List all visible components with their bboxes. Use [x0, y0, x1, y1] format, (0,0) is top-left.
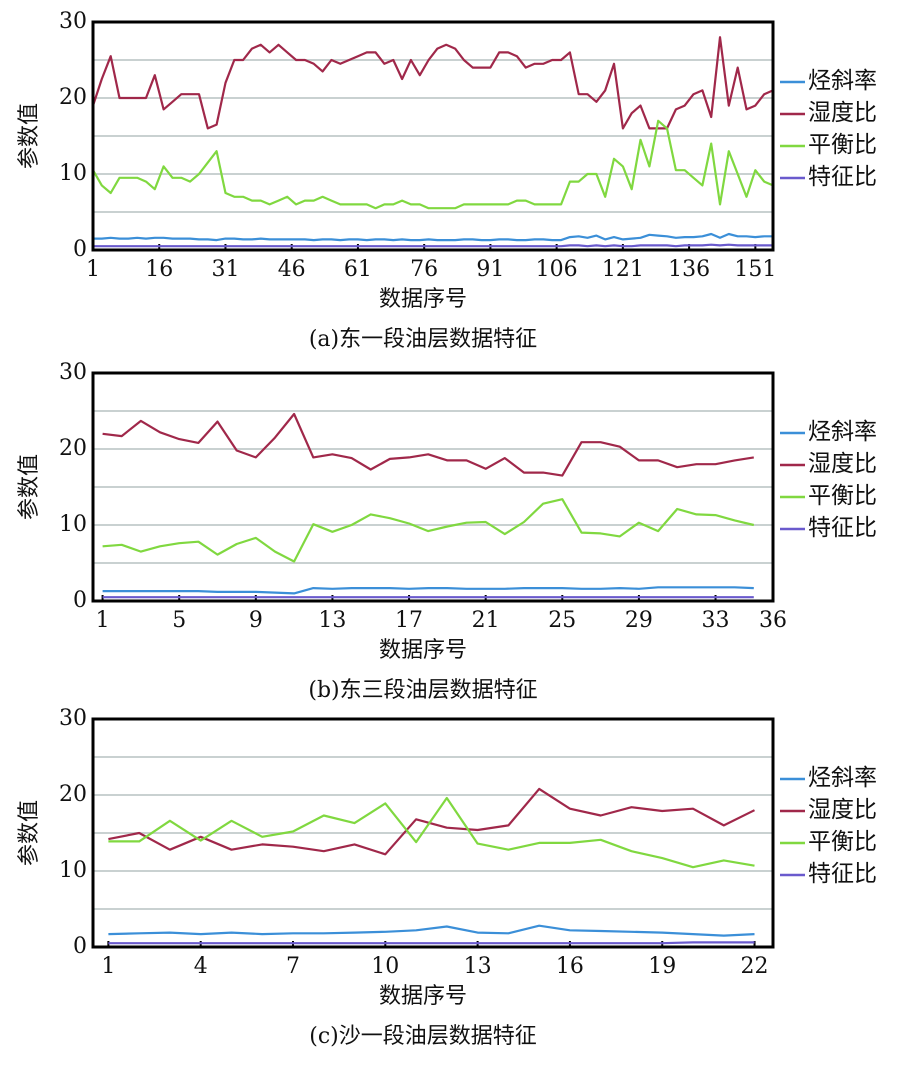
x-tick-label: 17	[395, 608, 423, 633]
series-line	[92, 119, 774, 210]
x-axis-label: 数据序号	[379, 638, 467, 663]
x-tick-label: 22	[741, 954, 769, 979]
x-tick-label: 10	[371, 954, 399, 979]
y-tick-label: 30	[59, 360, 87, 385]
x-tick-label: 21	[472, 608, 500, 633]
y-tick-label: 20	[59, 436, 87, 461]
legend-label: 平衡比	[808, 829, 877, 855]
x-tick-label: 46	[278, 257, 306, 282]
legend-label: 湿度比	[808, 100, 877, 126]
x-tick-label: 13	[464, 954, 492, 979]
series-line	[108, 787, 755, 856]
series-line	[102, 412, 754, 477]
legend-label: 特征比	[808, 861, 877, 887]
x-tick-label: 4	[194, 954, 208, 979]
x-tick-label: 31	[211, 257, 239, 282]
y-axis-label: 参数值	[17, 454, 42, 520]
x-tick-label: 136	[668, 257, 710, 282]
legend-label: 平衡比	[808, 483, 877, 509]
series-line	[102, 586, 754, 595]
legend-label: 湿度比	[808, 451, 877, 477]
legend-label: 烃斜率	[808, 765, 877, 791]
plot-frame	[91, 20, 775, 252]
x-tick-label: 7	[286, 954, 300, 979]
y-tick-label: 10	[59, 161, 87, 186]
y-tick-label: 0	[73, 588, 87, 613]
x-tick-label: 61	[344, 257, 372, 282]
x-tick-label: 25	[548, 608, 576, 633]
y-tick-label: 10	[59, 858, 87, 883]
plot-frame	[91, 717, 775, 949]
x-tick-label: 151	[734, 257, 776, 282]
y-tick-label: 20	[59, 85, 87, 110]
series-line	[91, 36, 774, 130]
x-tick-label: 13	[318, 608, 346, 633]
y-tick-label: 30	[59, 706, 87, 731]
legend-label: 特征比	[808, 515, 877, 541]
caption: (b)东三段油层数据特征	[308, 678, 537, 703]
x-axis-label: 数据序号	[379, 984, 467, 1009]
series-line	[93, 243, 773, 248]
x-tick-label: 29	[625, 608, 653, 633]
legend-label: 烃斜率	[808, 419, 877, 445]
x-tick-label: 16	[556, 954, 584, 979]
y-tick-label: 20	[59, 782, 87, 807]
legend-label: 湿度比	[808, 797, 877, 823]
x-tick-label: 36	[759, 608, 787, 633]
x-tick-label: 5	[172, 608, 186, 633]
y-tick-label: 30	[59, 9, 87, 34]
x-tick-label: 1	[86, 257, 100, 282]
series-line	[108, 796, 755, 869]
x-tick-label: 16	[145, 257, 173, 282]
x-axis-label: 数据序号	[379, 287, 467, 312]
series-line	[93, 232, 773, 242]
legend-label: 烃斜率	[808, 68, 877, 94]
x-tick-label: 19	[648, 954, 676, 979]
caption: (c)沙一段油层数据特征	[309, 1024, 537, 1049]
x-tick-label: 33	[702, 608, 730, 633]
x-tick-label: 91	[476, 257, 504, 282]
series-line	[108, 924, 755, 937]
x-tick-label: 1	[96, 608, 110, 633]
y-tick-label: 0	[73, 934, 87, 959]
series-line	[108, 941, 755, 945]
y-tick-label: 0	[73, 237, 87, 262]
caption: (a)东一段油层数据特征	[309, 327, 537, 352]
plot-frame	[91, 371, 775, 603]
y-axis-label: 参数值	[17, 800, 42, 866]
x-tick-label: 106	[536, 257, 578, 282]
x-tick-label: 9	[249, 608, 263, 633]
x-tick-label: 1	[101, 954, 115, 979]
y-axis-label: 参数值	[17, 103, 42, 169]
x-tick-label: 76	[410, 257, 438, 282]
legend-label: 平衡比	[808, 132, 877, 158]
legend-label: 特征比	[808, 164, 877, 190]
y-tick-label: 10	[59, 512, 87, 537]
series-line	[102, 498, 755, 563]
x-tick-label: 121	[602, 257, 644, 282]
